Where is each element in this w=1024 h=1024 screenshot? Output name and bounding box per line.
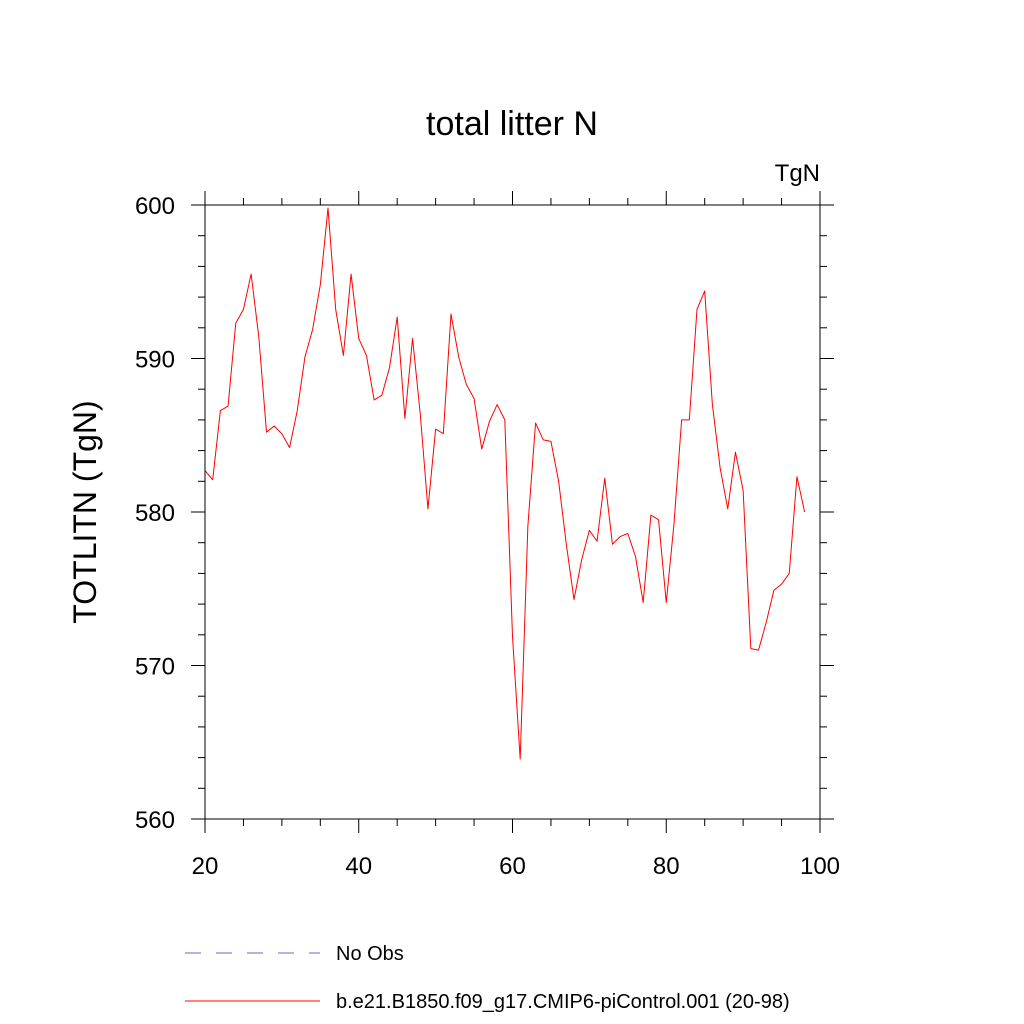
y-tick-label: 560 xyxy=(135,807,175,834)
axis-ticks: 20 40 60 80 100 560 570 580 590 600 xyxy=(135,191,840,880)
y-tick-label: 580 xyxy=(135,500,175,527)
legend-label: b.e21.B1850.f09_g17.CMIP6-piControl.001 … xyxy=(336,991,790,1013)
y-tick-label: 590 xyxy=(135,347,175,374)
legend: No Obs b.e21.B1850.f09_g17.CMIP6-piContro… xyxy=(185,943,790,1013)
y-tick-label: 570 xyxy=(135,654,175,681)
units-label: TgN xyxy=(775,160,820,187)
series-line xyxy=(204,207,806,760)
x-tick-label: 40 xyxy=(345,853,372,880)
x-tick-label: 20 xyxy=(192,853,219,880)
legend-label: No Obs xyxy=(336,943,404,965)
x-tick-label: 60 xyxy=(499,853,526,880)
y-tick-label: 600 xyxy=(135,193,175,220)
chart-title: total litter N xyxy=(426,105,598,143)
x-tick-label: 100 xyxy=(800,853,840,880)
plot-frame xyxy=(204,204,821,820)
x-tick-label: 80 xyxy=(653,853,680,880)
series-layer xyxy=(204,207,806,760)
y-axis-label: TOTLITN (TgN) xyxy=(67,400,103,623)
